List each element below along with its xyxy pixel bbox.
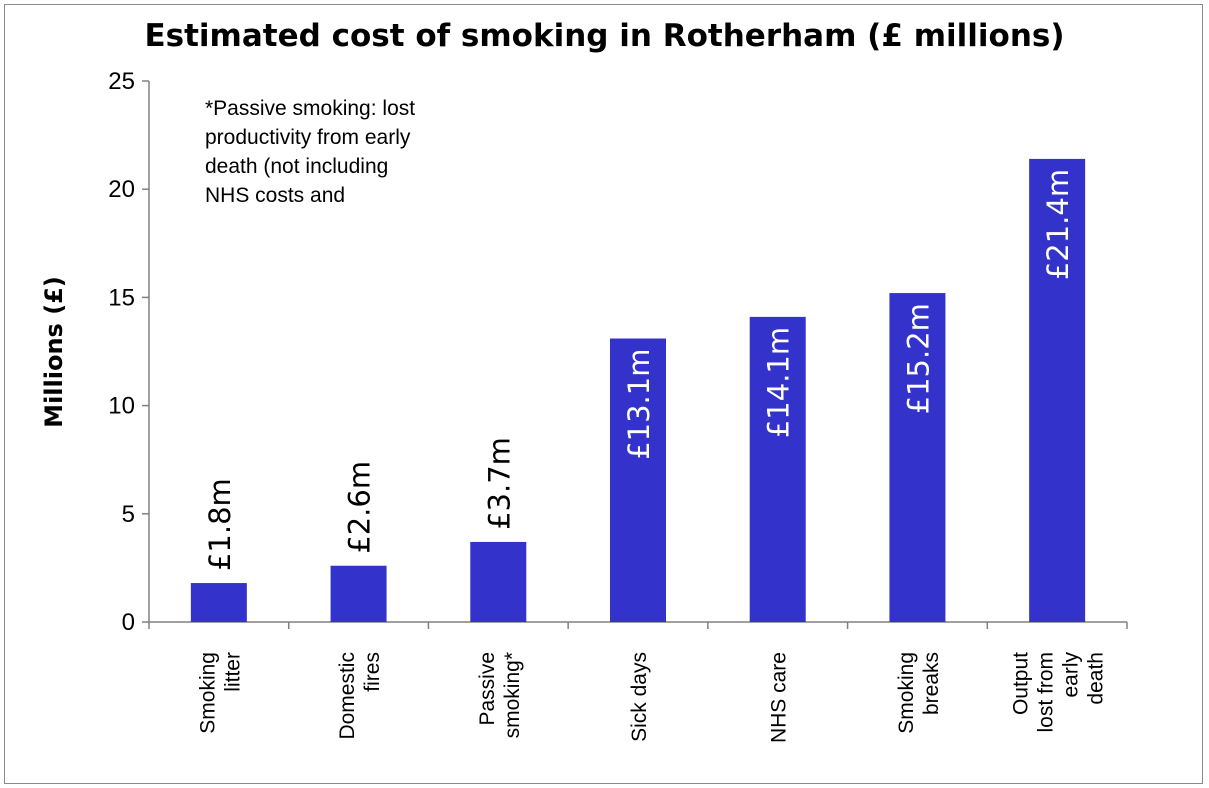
category-label-line: smoking* [501,652,524,738]
y-tick-label: 0 [122,609,135,636]
category-label-line: lost from [1035,652,1058,733]
category-label-line: Passive [476,652,499,726]
y-tick-label: 15 [108,284,135,311]
category-label-line: death [1085,652,1108,705]
category-label-line: breaks [920,652,943,715]
category-label: Passivesmoking* [476,652,524,738]
y-tick-label: 25 [108,68,135,95]
category-label: Smokingbreaks [895,652,943,734]
category-label-line: Sick days [628,652,651,742]
data-label: £15.2m [901,303,935,414]
category-label-line: fires [361,652,384,692]
category-label-line: early [1060,652,1083,698]
bar [470,541,527,622]
category-label-line: Smoking [196,652,219,734]
category-label: Sick days [628,652,651,742]
category-label: Smokinglitter [196,652,244,734]
data-label: £3.7m [482,437,516,530]
category-label-line: Domestic [336,652,359,740]
chart-title: Estimated cost of smoking in Rotherham (… [144,18,1065,54]
bar [190,583,247,622]
bar [749,316,806,622]
data-label: £13.1m [622,349,656,460]
category-label-line: Output [1010,652,1033,715]
bar [610,338,666,622]
data-label: £21.4m [1041,169,1075,280]
category-label-line: Smoking [895,652,918,734]
annotation-note: *Passive smoking: lost productivity from… [205,97,416,207]
data-label: £1.8m [203,478,237,571]
y-tick-label: 20 [108,176,135,203]
category-label: Domesticfires [336,652,384,740]
category-label: NHS care [768,652,791,743]
bar [889,293,946,622]
chart-frame [4,4,1203,784]
bar [330,565,387,622]
data-label: £2.6m [343,461,377,554]
y-tick-label: 10 [108,393,135,420]
data-label: £14.1m [762,327,796,438]
y-axis-title: Millions (£) [40,276,68,428]
y-tick-label: 5 [122,501,135,528]
category-label-line: NHS care [768,652,791,743]
bar [1029,158,1086,623]
category-label: Outputlost fromearlydeath [1010,652,1108,733]
category-label-line: litter [221,652,244,692]
